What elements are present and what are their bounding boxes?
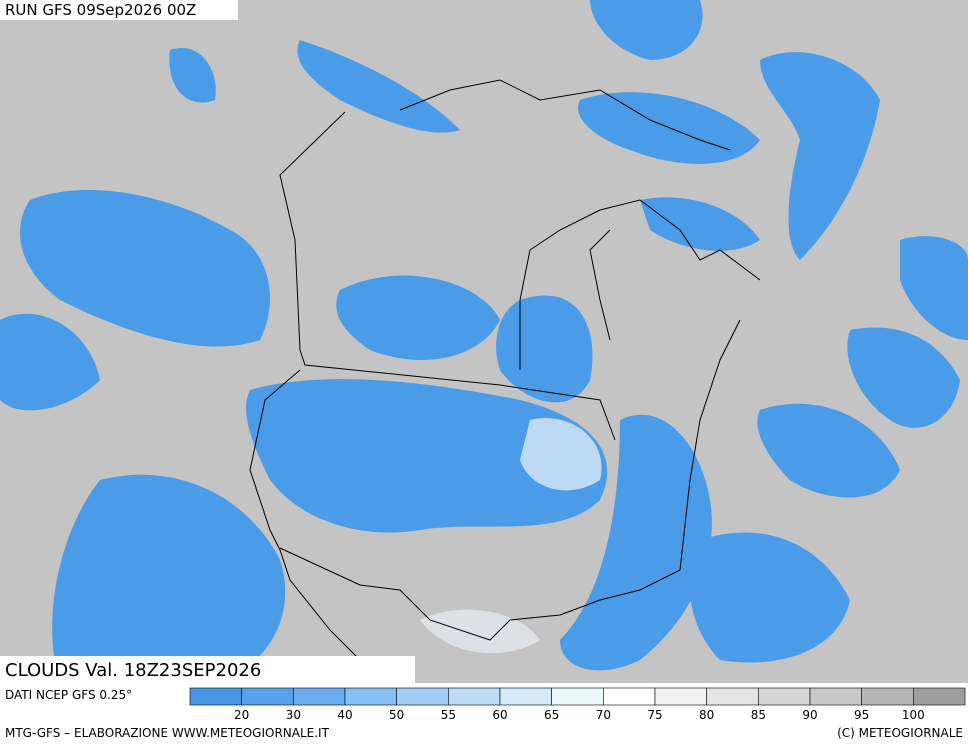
colorbar-label: 75 [647,708,662,722]
colorbar-label: 80 [699,708,714,722]
colorbar-box [241,687,294,706]
colorbar-label: 70 [596,708,611,722]
footer-left: MTG-GFS – ELABORAZIONE WWW.METEOGIORNALE… [5,726,330,740]
colorbar-label: 90 [802,708,817,722]
colorbar-box [913,687,966,706]
colorbar-box [344,687,397,706]
colorbar-box [654,687,707,706]
colorbar-label: 50 [389,708,404,722]
colorbar: 20 30 40 50 55 60 65 70 75 80 85 90 95 100 [189,687,966,722]
cloud-field [0,0,968,683]
coastlines [249,79,761,661]
colorbar-box [809,687,862,706]
colorbar-box [189,687,242,706]
colorbar-box [551,687,604,706]
colorbar-box [861,687,914,706]
colorbar-label: 30 [286,708,301,722]
colorbar-box [293,687,346,706]
colorbar-label: 95 [854,708,869,722]
colorbar-box [603,687,656,706]
colorbar-box [706,687,759,706]
colorbar-label: 20 [234,708,249,722]
colorbar-box [758,687,811,706]
colorbar-box [499,687,552,706]
map-title: CLOUDS Val. 18Z23SEP2026 [5,660,261,681]
header-box [0,0,238,20]
colorbar-box [448,687,501,706]
colorbar-label: 100 [902,708,925,722]
colorbar-label: 65 [544,708,559,722]
map: RUN GFS 09Sep2026 00Z CLOUDS Val. 18Z23S… [0,0,968,683]
run-label: RUN GFS 09Sep2026 00Z [5,1,196,19]
colorbar-label: 60 [492,708,507,722]
colorbar-label: 85 [751,708,766,722]
footer-right: (C) METEOGIORNALE [837,726,963,740]
colorbar-label: 40 [337,708,352,722]
source-label: DATI NCEP GFS 0.25° [5,688,132,702]
title-box [0,656,415,683]
colorbar-label: 55 [441,708,456,722]
colorbar-box [396,687,449,706]
